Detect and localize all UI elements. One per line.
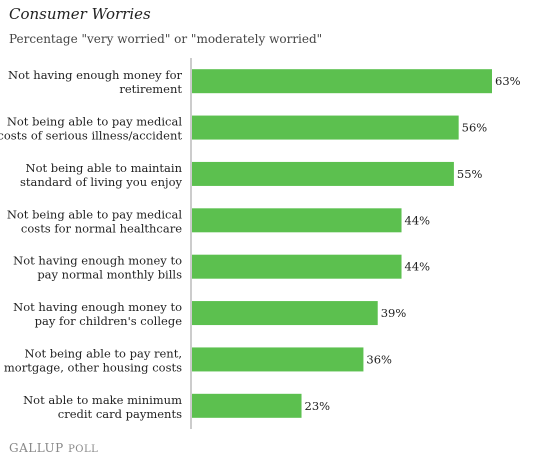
value-label: 55% (457, 167, 483, 181)
value-label: 56% (462, 121, 488, 135)
bar (192, 393, 302, 418)
category-label-line: Not able to make minimum (23, 393, 182, 407)
gallup-poll-logo: GALLUP POLL (9, 441, 98, 455)
value-label: 23% (305, 399, 331, 413)
category-label-line: retirement (119, 82, 182, 96)
value-label: 44% (405, 213, 431, 227)
category-label-line: Not having enough money for (8, 68, 182, 82)
category-label-line: credit card payments (58, 407, 182, 421)
category-label-line: costs of serious illness/accident (0, 129, 182, 143)
category-label: Not being able to pay medical costs of se… (0, 115, 182, 143)
bar (192, 301, 378, 326)
category-label: Not being able to maintain standard of li… (20, 161, 183, 189)
brand-suffix: POLL (68, 444, 99, 455)
bar (192, 161, 454, 186)
category-label-line: Not being able to pay rent, (25, 346, 182, 360)
category-label: Not being able to pay medical costs for n… (7, 207, 183, 235)
category-label-line: Not being able to pay medical (7, 115, 183, 129)
bar (192, 254, 402, 279)
category-label: Not being able to pay rent, mortgage, oth… (4, 346, 182, 374)
value-label: 39% (381, 306, 407, 320)
category-label-line: Not having enough money to (13, 254, 182, 268)
brand-name: GALLUP (9, 441, 64, 455)
category-label: Not able to make minimum credit card paym… (23, 393, 182, 421)
category-label: Not having enough money to pay normal mon… (13, 254, 182, 282)
chart-title: Consumer Worries (9, 5, 151, 23)
bar (192, 347, 364, 372)
bar (192, 115, 459, 140)
category-label: Not having enough money to pay for childr… (13, 300, 182, 328)
value-label: 36% (366, 352, 392, 366)
category-label-line: costs for normal healthcare (21, 221, 182, 235)
bar (192, 69, 492, 94)
category-label-line: mortgage, other housing costs (4, 360, 182, 374)
value-label: 44% (405, 260, 431, 274)
chart-subtitle: Percentage "very worried" or "moderately… (9, 32, 323, 46)
category-label-line: Not being able to pay medical (7, 207, 183, 221)
category-label-line: Not being able to maintain (26, 161, 183, 175)
category-label-line: standard of living you enjoy (20, 175, 182, 189)
category-label-line: pay for children's college (35, 314, 183, 328)
category-label-line: Not having enough money to (13, 300, 182, 314)
value-label: 63% (495, 74, 521, 88)
category-label: Not having enough money for retirement (8, 68, 182, 96)
category-label-line: pay normal monthly bills (37, 268, 182, 282)
bar (192, 208, 402, 233)
